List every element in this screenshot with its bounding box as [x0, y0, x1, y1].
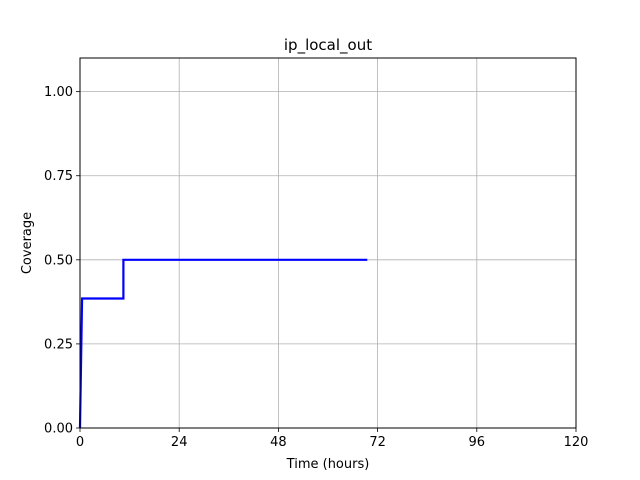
y-tick-label: 0.25	[44, 337, 73, 352]
x-tick-label: 120	[564, 435, 589, 450]
y-tick-label: 0.00	[44, 422, 73, 437]
series-layer	[78, 258, 368, 429]
x-tick-label: 24	[171, 435, 188, 450]
axis-ticks: 0 24 48 72 96 120 0.00 0.25 0.50 0.75 1.00	[44, 85, 588, 450]
plot-frame	[79, 57, 577, 429]
series-line	[78, 258, 368, 429]
chart-title: ip_local_out	[284, 36, 372, 55]
x-tick-label: 72	[369, 435, 386, 450]
x-tick-label: 0	[76, 435, 84, 450]
x-tick-label: 96	[469, 435, 486, 450]
y-tick-label: 1.00	[44, 85, 73, 100]
x-axis-label: Time (hours)	[286, 457, 370, 472]
plot-area	[80, 58, 576, 428]
x-tick-label: 48	[270, 435, 287, 450]
y-tick-label: 0.50	[44, 253, 73, 268]
y-axis-label: Coverage	[20, 212, 35, 274]
y-tick-label: 0.75	[44, 169, 73, 184]
